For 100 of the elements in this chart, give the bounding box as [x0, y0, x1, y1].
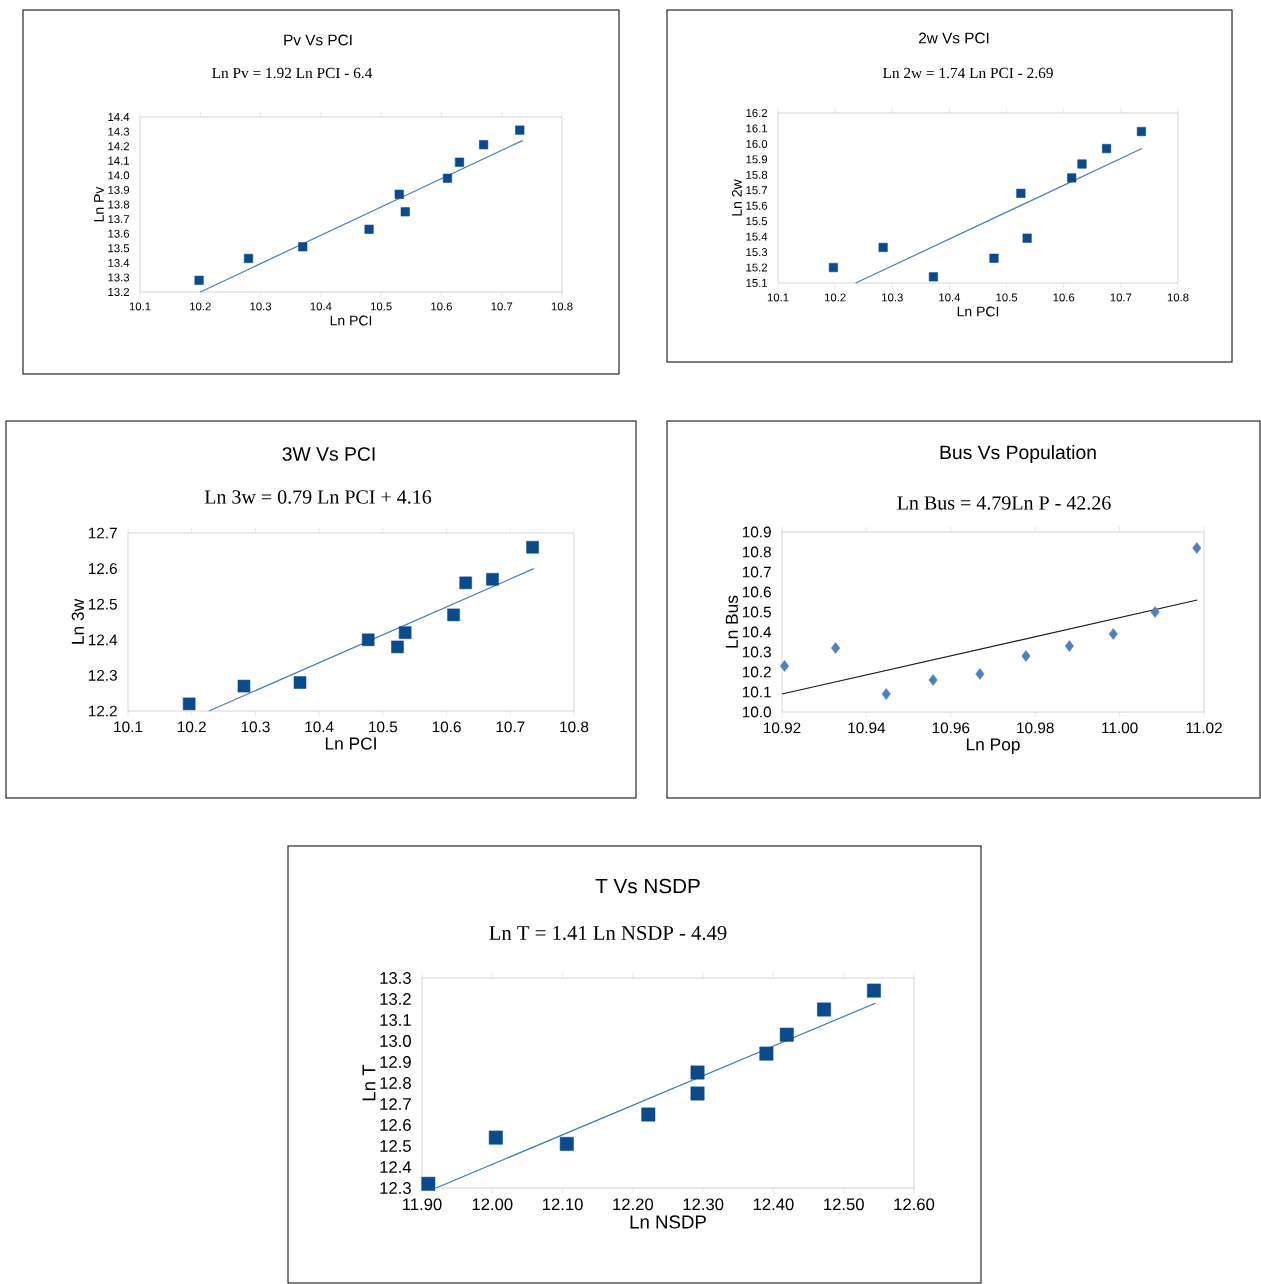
point [400, 207, 410, 217]
y-tick-label: 12.9 [380, 1056, 411, 1068]
y-tick-label: 13.9 [108, 185, 130, 194]
y-tick-label: 12.7 [380, 1098, 411, 1110]
x-axis-title: Ln PCI [325, 737, 376, 750]
x-tick-label: 12.20 [613, 1198, 654, 1211]
y-tick-label: 16.2 [746, 109, 768, 118]
x-tick-label: 10.7 [496, 721, 525, 733]
chart-title: Pv Vs PCI [284, 34, 352, 46]
x-tick-label: 10.7 [1110, 293, 1132, 302]
y-tick-label: 13.4 [108, 258, 130, 267]
x-tick-label: 10.6 [431, 302, 452, 311]
point [1102, 144, 1112, 154]
x-tick-label: 11.00 [1102, 722, 1138, 734]
x-tick-label: 10.5 [370, 302, 392, 311]
point [391, 640, 404, 654]
y-tick-label: 15.9 [746, 155, 768, 164]
point [194, 275, 204, 285]
x-tick-label: 10.8 [560, 721, 589, 733]
x-tick-label: 10.5 [369, 721, 398, 733]
y-tick-label: 13.5 [108, 244, 130, 253]
point [1108, 628, 1118, 640]
x-tick-label: 10.4 [939, 293, 961, 302]
y-tick-label: 13.1 [380, 1014, 411, 1026]
point [780, 660, 790, 672]
x-tick-label: 10.4 [305, 721, 334, 733]
point [641, 1107, 656, 1122]
y-tick-label: 15.7 [746, 186, 768, 195]
point [364, 224, 374, 234]
y-tick-label: 14.2 [108, 142, 130, 151]
point [559, 1136, 574, 1151]
x-tick-label: 10.94 [848, 722, 886, 734]
x-tick-label: 10.7 [491, 302, 513, 311]
point [1016, 188, 1026, 198]
point [878, 242, 888, 252]
y-tick-label: 12.4 [380, 1161, 412, 1173]
chart-subtitle: Ln 3w = 0.79 Ln PCI + 4.16 [204, 490, 432, 504]
y-tick-label: 12.6 [380, 1119, 411, 1131]
y-tick-label: 13.2 [108, 288, 130, 297]
point [1150, 606, 1160, 618]
chart-title: 2w Vs PCI [918, 32, 989, 44]
x-tick-label: 10.3 [250, 302, 272, 311]
y-tick-label: 10.6 [742, 586, 771, 598]
x-axis-title: Ln PCI [957, 306, 999, 317]
chart-subtitle: Ln Pv = 1.92 Ln PCI - 6.4 [212, 67, 373, 79]
y-tick-label: 12.5 [380, 1140, 411, 1152]
y-tick-label: 13.3 [108, 273, 130, 282]
y-tick-label: 13.8 [108, 200, 130, 209]
point [447, 608, 460, 622]
point [928, 674, 938, 686]
y-tick-label: 12.3 [380, 1182, 411, 1194]
x-tick-label: 11.02 [1186, 722, 1222, 734]
x-axis-title: Ln NSDP [630, 1215, 706, 1229]
y-tick-label: 16.0 [746, 139, 768, 148]
point [398, 626, 412, 639]
point [1192, 542, 1202, 554]
point [1067, 173, 1077, 183]
x-tick-label: 10.92 [763, 722, 801, 734]
x-tick-label: 12.10 [542, 1198, 583, 1211]
y-tick-label: 10.3 [742, 646, 771, 658]
y-tick-label: 16.1 [746, 124, 768, 133]
x-tick-label: 12.00 [472, 1198, 513, 1211]
y-axis-title: Ln 2w [731, 179, 742, 216]
chart-subtitle: Ln T = 1.41 Ln NSDP - 4.49 [489, 926, 727, 940]
y-tick-label: 12.5 [88, 598, 117, 610]
point [759, 1046, 774, 1061]
point [881, 688, 891, 700]
y-tick-label: 13.3 [380, 972, 411, 984]
point [442, 173, 452, 183]
point [479, 140, 489, 150]
point [421, 1176, 436, 1191]
y-tick-label: 14.0 [108, 171, 130, 180]
point [867, 983, 881, 998]
point [182, 697, 196, 711]
x-tick-label: 12.40 [753, 1198, 794, 1211]
x-tick-label: 10.3 [241, 721, 270, 733]
y-tick-label: 12.2 [88, 705, 117, 717]
y-tick-label: 12.7 [88, 527, 117, 539]
y-tick-label: 10.9 [742, 526, 771, 538]
y-tick-label: 12.8 [380, 1077, 411, 1089]
y-tick-label: 10.1 [742, 686, 771, 698]
point [1064, 640, 1074, 652]
y-tick-label: 14.1 [108, 156, 130, 165]
y-tick-label: 10.8 [742, 546, 771, 558]
chart-subtitle: Ln 2w = 1.74 Ln PCI - 2.69 [882, 67, 1053, 79]
point [779, 1027, 794, 1042]
point [454, 157, 465, 167]
y-tick-label: 13.7 [108, 215, 130, 224]
chart-title: Bus Vs Population [940, 444, 1096, 464]
chart-title: 3W Vs PCI [282, 447, 375, 461]
x-tick-label: 10.8 [551, 302, 573, 311]
point [928, 272, 938, 282]
y-tick-label: 14.4 [108, 113, 130, 121]
x-tick-label: 10.2 [177, 721, 206, 733]
x-tick-label: 10.3 [882, 293, 903, 302]
y-axis-title: Ln T [362, 1064, 376, 1101]
x-tick-label: 10.6 [432, 721, 461, 733]
x-tick-label: 10.98 [1017, 722, 1054, 734]
point [394, 189, 404, 199]
x-tick-label: 10.4 [310, 302, 332, 311]
